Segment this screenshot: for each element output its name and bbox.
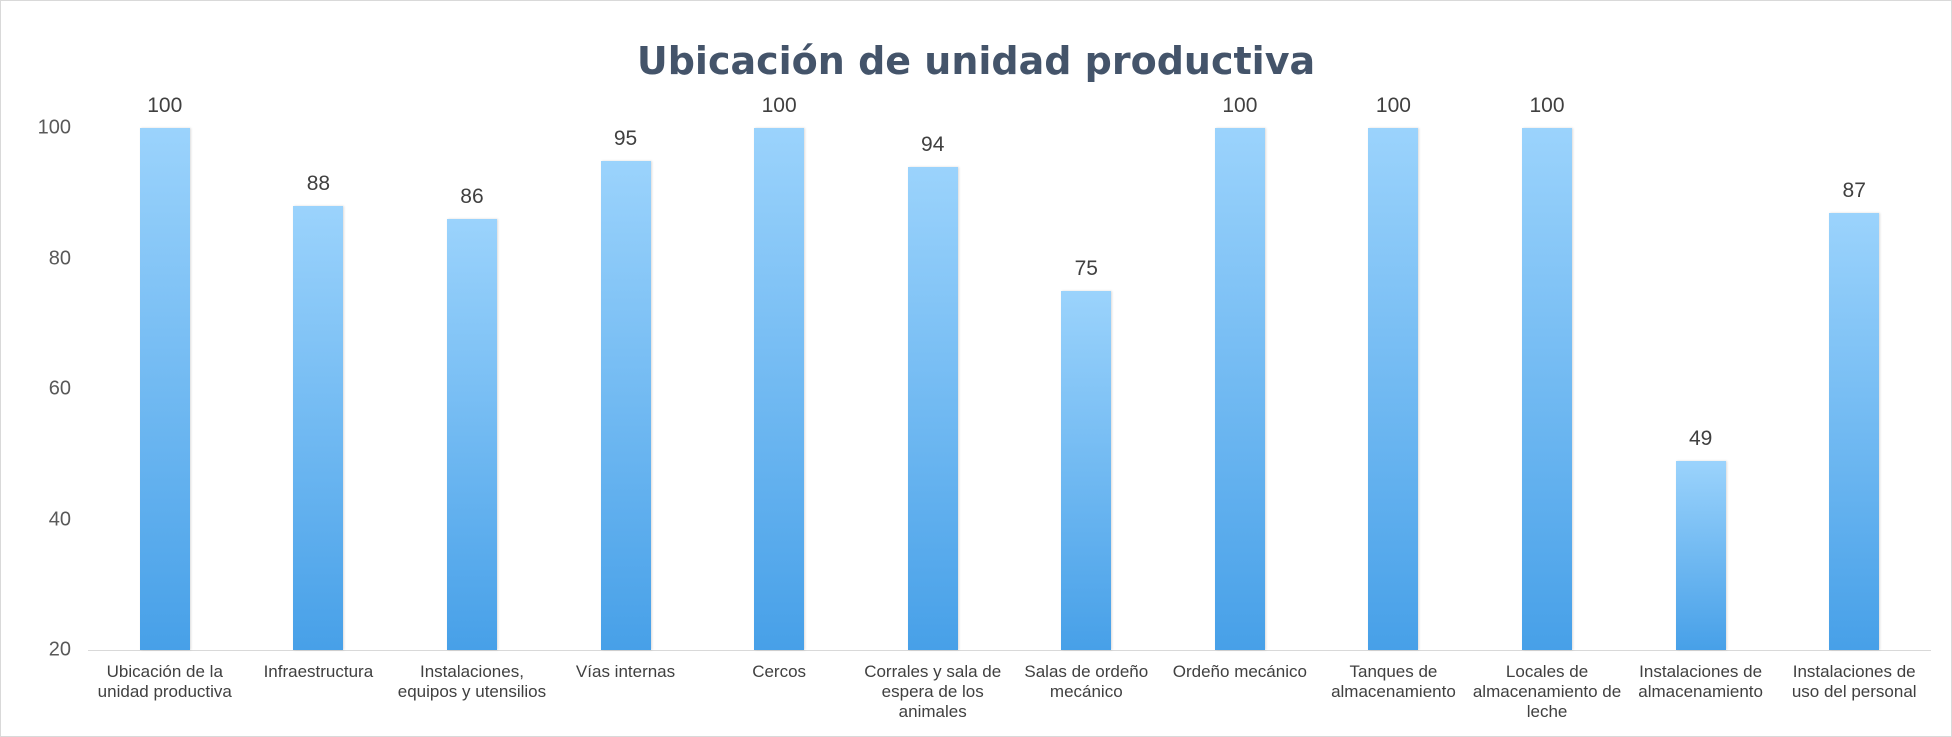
bar: [1368, 128, 1419, 650]
x-tick-label: Corrales y sala de espera de los animale…: [864, 662, 1002, 721]
x-tick-label: Ubicación de la unidad productiva: [97, 662, 232, 701]
y-tick-label: 80: [48, 247, 71, 269]
y-tick-label: 60: [48, 377, 71, 400]
x-axis-line: [88, 650, 1931, 651]
bar: [293, 206, 344, 650]
x-tick-label: Instalaciones de uso del personal: [1791, 662, 1917, 701]
data-label: 87: [1842, 178, 1866, 202]
bar: [139, 128, 190, 650]
y-tick-label: 20: [48, 638, 71, 661]
bar: [754, 128, 805, 650]
data-label: 49: [1688, 426, 1713, 450]
bar: [1061, 291, 1112, 650]
bar: [1214, 128, 1265, 650]
bar: [1522, 128, 1573, 650]
bar: [446, 219, 497, 650]
x-tick-label: Cercos: [752, 662, 807, 681]
x-tick-label: Instalaciones de almacenamiento: [1638, 662, 1763, 701]
x-tick-label: Infraestructura: [263, 662, 374, 681]
data-label: 75: [1074, 257, 1098, 281]
bar: [600, 160, 651, 650]
y-tick-label: 40: [48, 508, 71, 530]
x-tick-label: Locales de almacenamiento de leche: [1472, 662, 1622, 721]
data-label: 95: [613, 126, 638, 150]
chart-title: Ubicación de unidad productiva: [636, 39, 1316, 83]
data-label: 86: [460, 185, 484, 209]
data-label: 100: [1222, 94, 1258, 117]
y-tick-label: 100: [37, 116, 71, 139]
x-tick-label: Instalaciones, equipos y utensilios: [397, 662, 547, 701]
x-tick-label: Tanques de almacenamiento: [1331, 662, 1456, 701]
x-tick-label: Vías internas: [575, 662, 676, 681]
data-label: 88: [306, 172, 331, 196]
data-label: 100: [761, 94, 797, 117]
data-label: 100: [1375, 94, 1411, 117]
bar: [907, 167, 958, 650]
data-label: 94: [921, 133, 945, 157]
x-tick-label: Ordeño mecánico: [1172, 662, 1307, 681]
bar: [1829, 212, 1880, 650]
data-label: 100: [1529, 94, 1565, 117]
data-label: 100: [147, 94, 183, 117]
x-tick-label: Salas de ordeño mecánico: [1024, 662, 1149, 701]
bar: [1675, 460, 1726, 650]
